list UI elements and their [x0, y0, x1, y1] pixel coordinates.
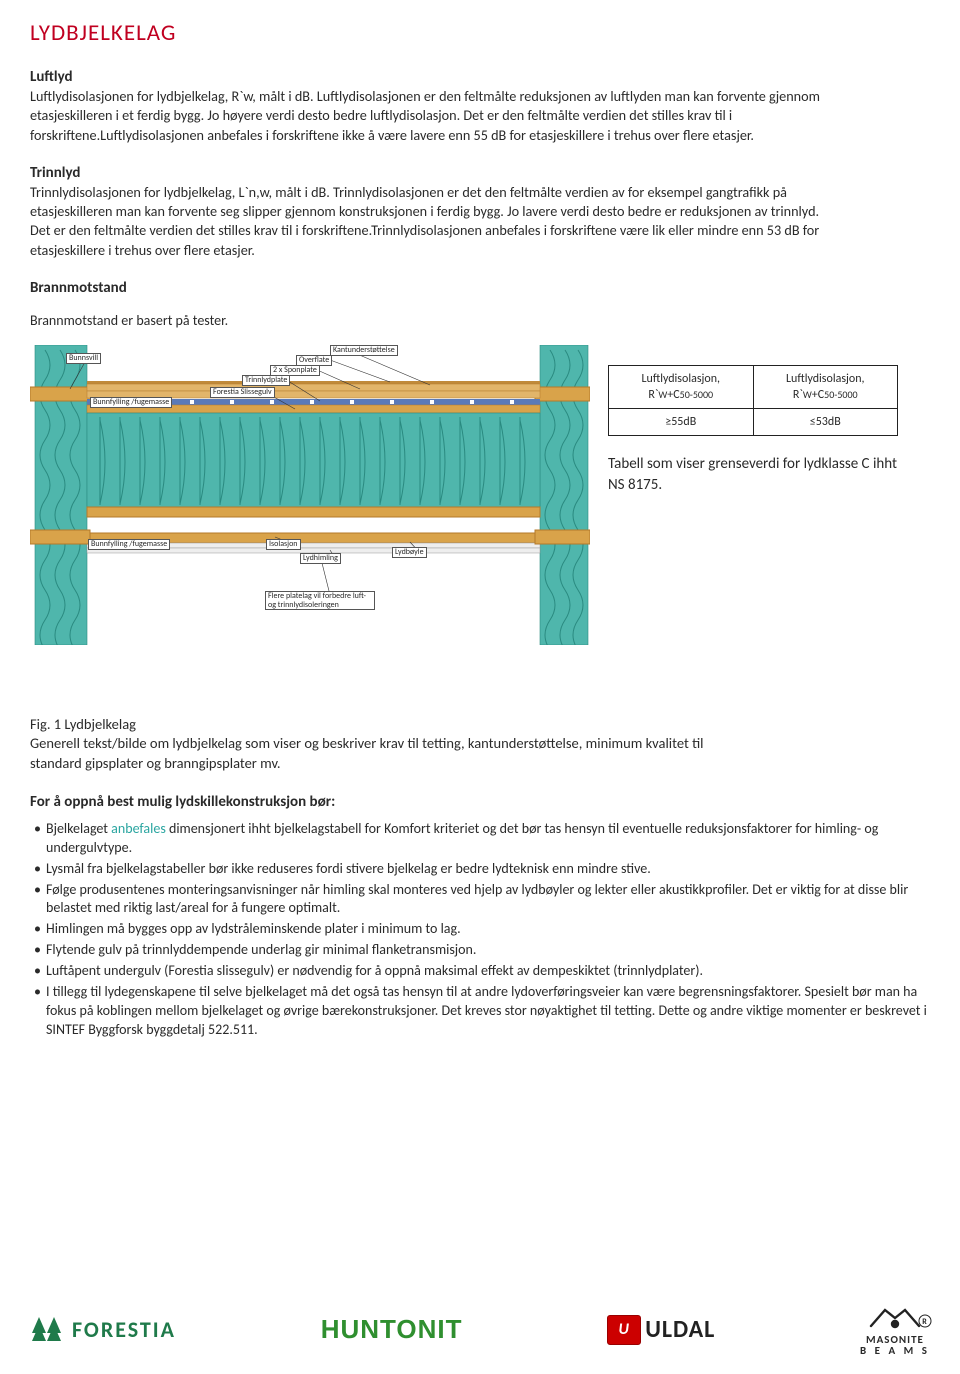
table-caption: Tabell som viser grenseverdi for lydklas…: [608, 454, 898, 495]
list-item: Bjelkelaget anbefales dimensjonert ihht …: [34, 820, 930, 858]
footer-logos: FORESTIA HUNTONIT U ULDAL MASONITE B E A…: [30, 1304, 930, 1356]
list-item: Himlingen må bygges opp av lydstrålemins…: [34, 920, 930, 939]
label-kantunder: Kantunderstøttelse: [330, 345, 398, 357]
table-value-1: ≥55dB: [609, 409, 754, 436]
masonite-beam-icon: [865, 1304, 925, 1332]
page-title: LYDBJELKELAG: [30, 18, 930, 49]
recommendation-list: Bjelkelaget anbefales dimensjonert ihht …: [30, 820, 930, 1040]
logo-uldal: U ULDAL: [607, 1314, 715, 1346]
label-bunnsvill: Bunnsvill: [66, 353, 101, 365]
logo-masonite: MASONITE B E A M S R: [860, 1304, 930, 1356]
svg-text:R: R: [922, 1317, 928, 1327]
label-trinnlydplate: Trinnlydplate: [242, 375, 290, 387]
label-lydhimling: Lydhimling: [300, 553, 341, 565]
list-item: Flytende gulv på trinnlyddempende underl…: [34, 941, 930, 960]
limits-table: Luftlydisolasjon, R`W+C50-5000 Luftlydis…: [608, 365, 898, 437]
fig-number: Fig. 1 Lydbjelkelag: [30, 715, 930, 735]
limits-table-wrap: Luftlydisolasjon, R`W+C50-5000 Luftlydis…: [608, 345, 898, 495]
label-slissegulv: Forestia Slissegulv: [210, 387, 275, 399]
list-item: Luftåpent undergulv (Forestia slissegulv…: [34, 962, 930, 981]
heading-brannmotstand: Brannmotstand: [30, 278, 840, 298]
label-bunnfyll1: Bunnfylling /fugemasse: [90, 397, 172, 409]
construction-diagram: Bunnsvill Bunnfylling /fugemasse Kantund…: [30, 345, 590, 645]
logo-forestia: FORESTIA: [30, 1315, 176, 1345]
table-value-2: ≤53dB: [753, 409, 898, 436]
logo-huntonit: HUNTONIT: [321, 1312, 463, 1347]
list-item: Lysmål fra bjelkelagstabeller bør ikke r…: [34, 860, 930, 879]
fig-desc: Generell tekst/bilde om lydbjelkelag som…: [30, 734, 750, 773]
label-lydboyle: Lydbøyle: [392, 547, 427, 559]
para-luftlyd: Luftlydisolasjonen for lydbjelkelag, R`w…: [30, 87, 840, 145]
label-bunnfyll2: Bunnfylling /fugemasse: [88, 539, 170, 551]
heading-best: For å oppnå best mulig lydskillekonstruk…: [30, 792, 930, 812]
para-brannmotstand: Brannmotstand er basert på tester.: [30, 312, 840, 331]
list-item: Følge produsentenes monteringsanvisninge…: [34, 881, 930, 919]
label-flere: Flere platelag vil forbedre luft- og tri…: [265, 591, 375, 611]
table-header-2: Luftlydisolasjon, R`W+C50-5000: [753, 365, 898, 408]
list-item: I tillegg til lydegenskapene til selve b…: [34, 983, 930, 1040]
label-isolasjon: Isolasjon: [266, 539, 301, 551]
registered-icon: R: [918, 1314, 932, 1328]
heading-trinnlyd: Trinnlyd: [30, 163, 840, 183]
table-header-1: Luftlydisolasjon, R`W+C50-5000: [609, 365, 754, 408]
heading-luftlyd: Luftlyd: [30, 67, 840, 87]
uldal-badge-icon: U: [607, 1315, 641, 1345]
forestia-tree-icon: [30, 1315, 64, 1345]
para-trinnlyd: Trinnlydisolasjonen for lydbjelkelag, L`…: [30, 183, 840, 260]
